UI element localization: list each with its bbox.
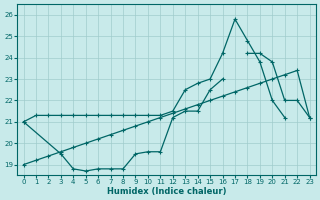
X-axis label: Humidex (Indice chaleur): Humidex (Indice chaleur): [107, 187, 226, 196]
